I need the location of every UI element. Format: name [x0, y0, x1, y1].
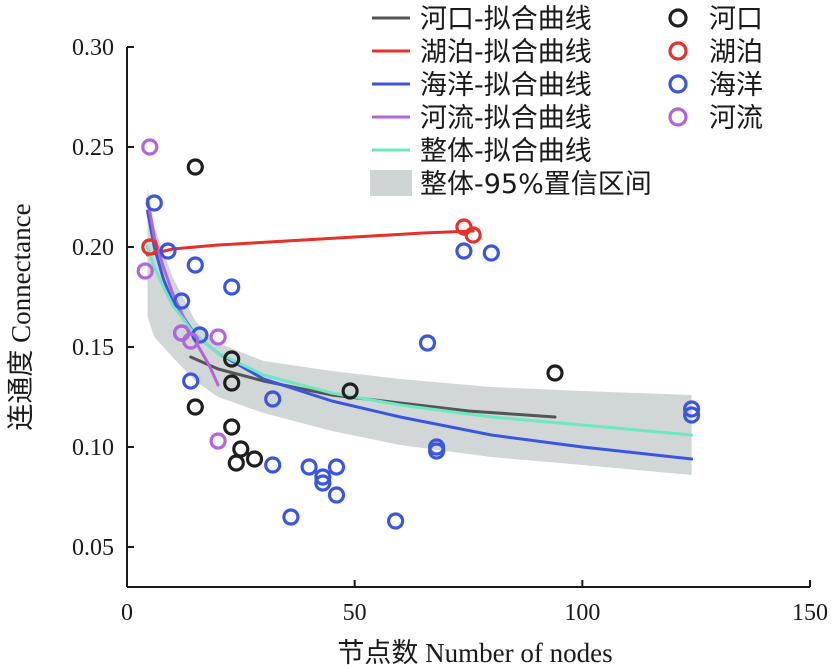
- point-series2-23: [682, 406, 701, 424]
- point-series2-11: [300, 458, 318, 476]
- fit-lines-layer: [146, 197, 694, 461]
- x-axis-title: 节点数 Number of nodes: [337, 638, 612, 668]
- y-tick-label-2: 0.15: [72, 335, 114, 361]
- point-series3-3: [182, 332, 200, 350]
- x-tick-label-0: 0: [121, 600, 133, 626]
- legend-label-fit-1: 湖泊-拟合曲线: [420, 37, 592, 68]
- y-axis-title: 连通度 Connectance: [6, 203, 36, 430]
- ticks: 0 50 100 150 0.05 0.10 0.15 0.20 0.25 0.30: [72, 35, 828, 626]
- legend-label-fit-4: 整体-拟合曲线: [420, 136, 592, 167]
- point-series2-2: [173, 292, 191, 310]
- point-series3-4: [209, 328, 227, 346]
- confidence-band-layer: [147, 187, 692, 475]
- legend-marker-0: [668, 8, 688, 28]
- legend-label-fit-0: 河口-拟合曲线: [420, 4, 592, 35]
- point-series0-3: [223, 374, 241, 392]
- fit-line-0: [189, 355, 557, 419]
- point-series2-0: [145, 194, 163, 212]
- point-series2-1: [159, 242, 177, 260]
- legend: 河口-拟合曲线湖泊-拟合曲线海洋-拟合曲线河流-拟合曲线整体-拟合曲线整体-95…: [370, 4, 763, 200]
- y-tick-label-4: 0.25: [72, 135, 114, 161]
- data-points-layer: [136, 138, 701, 530]
- point-series1-0: [141, 238, 159, 256]
- point-series2-7: [223, 278, 241, 296]
- point-series0-9: [546, 364, 564, 382]
- point-series0-6: [232, 440, 250, 458]
- fit-line-1: [146, 229, 475, 257]
- point-series0-8: [341, 382, 359, 400]
- point-series0-7: [245, 450, 264, 468]
- point-series0-5: [227, 454, 245, 472]
- point-series3-1: [141, 138, 159, 156]
- point-series1-2: [464, 226, 482, 244]
- point-series0-0: [186, 158, 204, 176]
- point-series2-19: [428, 442, 446, 460]
- point-series0-4: [223, 418, 241, 436]
- point-series2-10: [282, 508, 300, 526]
- legend-marker-2: [668, 74, 688, 94]
- point-series2-9: [264, 456, 282, 474]
- point-series2-20: [455, 242, 473, 260]
- x-tick-label-150: 150: [792, 600, 828, 626]
- point-series2-15: [327, 486, 346, 504]
- legend-label-band: 整体-95%置信区间: [420, 169, 652, 200]
- point-series2-22: [682, 400, 701, 418]
- point-series2-5: [186, 256, 204, 274]
- y-tick-label-5: 0.30: [72, 35, 114, 61]
- x-tick-label-100: 100: [564, 600, 600, 626]
- point-series2-13: [314, 474, 332, 492]
- legend-marker-1: [668, 41, 688, 61]
- y-tick-label-3: 0.20: [72, 235, 114, 261]
- point-series2-12: [314, 468, 332, 486]
- point-series2-17: [418, 334, 437, 352]
- point-series3-0: [136, 262, 154, 280]
- point-series2-8: [264, 390, 282, 408]
- legend-label-series-0: 河口: [709, 4, 763, 35]
- confidence-band: [147, 187, 692, 475]
- point-series2-16: [387, 512, 405, 530]
- legend-label-series-1: 湖泊: [709, 37, 763, 68]
- axes: [126, 47, 810, 588]
- legend-label-series-3: 河流: [709, 103, 763, 134]
- point-series2-14: [327, 458, 346, 476]
- legend-label-fit-2: 海洋-拟合曲线: [420, 70, 592, 101]
- legend-label-series-2: 海洋: [709, 70, 763, 101]
- point-series2-4: [182, 372, 200, 390]
- fit-line-2: [146, 209, 694, 461]
- point-series2-21: [482, 244, 500, 262]
- x-tick-label-50: 50: [343, 600, 367, 626]
- point-series3-5: [209, 432, 227, 450]
- point-series0-2: [223, 350, 241, 368]
- legend-label-fit-3: 河流-拟合曲线: [420, 103, 592, 134]
- y-tick-label-1: 0.10: [72, 435, 114, 461]
- point-series0-1: [186, 398, 204, 416]
- y-tick-label-0: 0.05: [72, 535, 114, 561]
- fit-line-4: [146, 245, 694, 437]
- legend-swatch-band: [370, 170, 412, 196]
- legend-marker-3: [668, 107, 688, 127]
